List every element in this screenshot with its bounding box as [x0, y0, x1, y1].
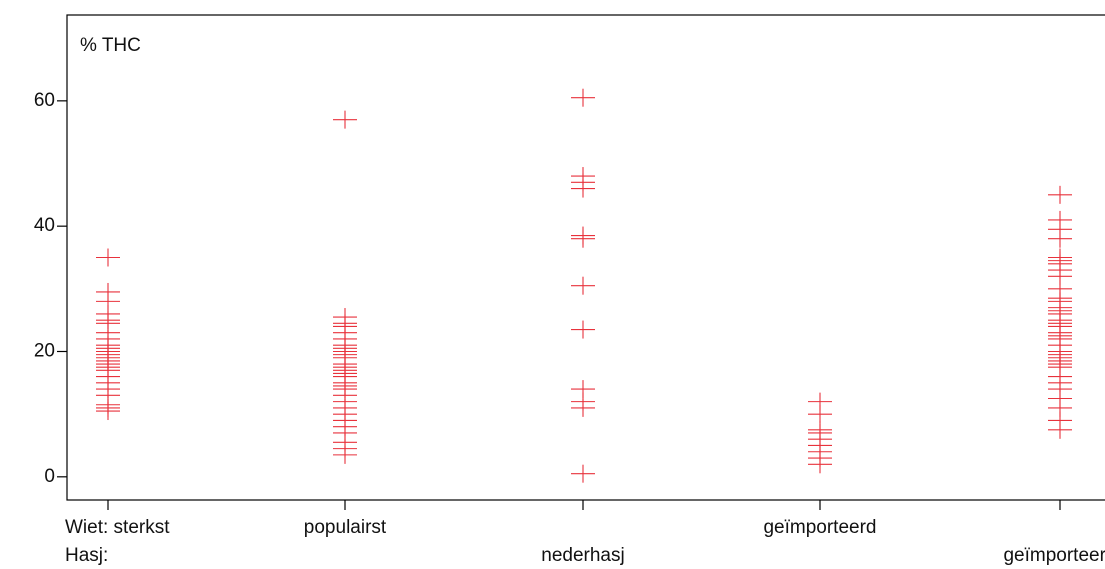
data-point — [1048, 229, 1072, 248]
x-tick-label: geïmporteerd — [763, 517, 876, 538]
plot-frame — [66, 14, 1105, 501]
data-point — [333, 110, 357, 129]
x-tick-label: populairst — [304, 517, 387, 538]
data-point — [571, 88, 595, 107]
data-point — [808, 405, 832, 424]
data-point — [1048, 185, 1072, 204]
data-point — [96, 402, 120, 421]
y-tick-label: 40 — [34, 215, 55, 236]
x-tick-label: Hasj: — [65, 545, 108, 566]
x-tick-label: nederhasj — [541, 545, 624, 566]
data-point — [571, 464, 595, 483]
data-point — [1048, 420, 1072, 439]
data-point — [808, 455, 832, 474]
y-tick-label: 0 — [44, 466, 55, 487]
y-tick-label: 20 — [34, 341, 55, 362]
x-tick-label: geïmporteerd — [1003, 545, 1105, 566]
data-point — [571, 179, 595, 198]
data-point — [96, 248, 120, 267]
data-point — [571, 320, 595, 339]
data-point — [571, 229, 595, 248]
x-tick-label: Wiet: sterkst — [65, 517, 170, 538]
data-point — [571, 398, 595, 417]
data-point — [571, 276, 595, 295]
y-axis-label: % THC — [80, 35, 141, 56]
y-tick-label: 60 — [34, 90, 55, 111]
data-point — [333, 445, 357, 464]
